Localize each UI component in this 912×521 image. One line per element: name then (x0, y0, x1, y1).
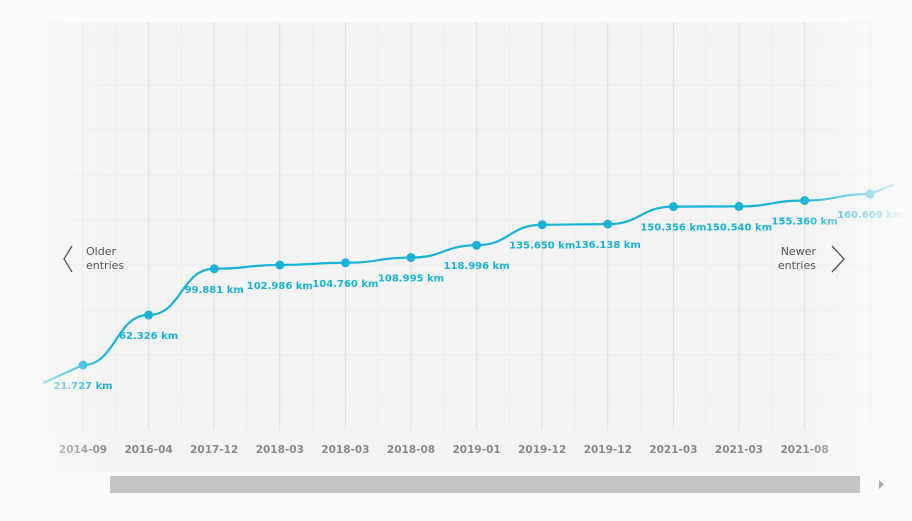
x-tick-label: 2019-01 (452, 444, 500, 456)
data-label: 62.326 km (119, 331, 178, 342)
data-label: 99.881 km (185, 285, 244, 296)
data-point (406, 253, 416, 263)
data-label: 136.138 km (575, 240, 641, 251)
data-label: 135.650 km (509, 241, 575, 252)
x-tick-label: 2017-12 (190, 444, 238, 456)
x-tick-label: 2018-08 (387, 444, 435, 456)
data-point (340, 258, 350, 268)
data-point (603, 219, 613, 229)
newer-label[interactable]: Newer (781, 245, 817, 258)
older-label[interactable]: entries (86, 259, 124, 272)
data-label: 102.986 km (247, 281, 313, 292)
x-tick-label: 2019-12 (584, 444, 632, 456)
x-tick-label: 2018-03 (321, 444, 369, 456)
data-label: 118.996 km (444, 261, 510, 272)
fade-right (800, 0, 912, 521)
older-arrow[interactable] (63, 245, 73, 273)
x-tick-label: 2021-03 (649, 444, 697, 456)
data-point (144, 310, 154, 320)
data-point (668, 202, 678, 212)
newer-label[interactable]: entries (778, 259, 816, 272)
x-tick-label: 2018-03 (256, 444, 304, 456)
data-label: 150.356 km (640, 223, 706, 234)
x-tick-label: 2021-03 (715, 444, 763, 456)
fade-left (0, 0, 110, 521)
scrollbar-thumb[interactable] (110, 476, 860, 493)
data-point (734, 201, 744, 211)
data-label: 108.995 km (378, 274, 444, 285)
data-point (472, 240, 482, 250)
x-tick-label: 2016-04 (124, 444, 172, 456)
newer-arrow[interactable] (831, 245, 845, 273)
data-point (537, 220, 547, 230)
older-label[interactable]: Older (86, 245, 116, 258)
data-label: 150.540 km (706, 222, 772, 233)
data-point (209, 264, 219, 274)
x-tick-label: 2019-12 (518, 444, 566, 456)
scroll-arrow[interactable] (879, 480, 884, 489)
data-point (275, 260, 285, 270)
data-label: 104.760 km (312, 279, 378, 290)
